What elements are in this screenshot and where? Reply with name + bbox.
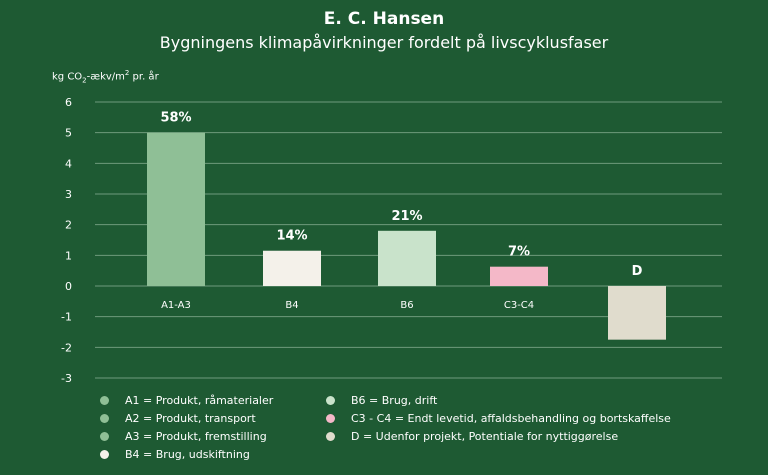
legend-item: D = Udenfor projekt, Potentiale for nytt… bbox=[326, 427, 671, 445]
y-axis-label-sub: 2 bbox=[82, 76, 87, 85]
y-axis-label-sup: 2 bbox=[124, 69, 130, 77]
y-tick-label: -2 bbox=[61, 341, 72, 354]
data-label: 21% bbox=[391, 209, 422, 224]
x-tick-label: B4 bbox=[285, 300, 298, 311]
legend-label: B6 = Brug, drift bbox=[351, 393, 438, 407]
legend-item: B6 = Brug, drift bbox=[326, 391, 671, 409]
legend-swatch bbox=[100, 449, 109, 459]
legend-column: B6 = Brug, drift C3 - C4 = Endt levetid, … bbox=[326, 391, 671, 445]
y-tick-label: -1 bbox=[61, 311, 72, 324]
legend-item: A3 = Produkt, fremstilling bbox=[100, 427, 273, 445]
legend-label: A1 = Produkt, råmaterialer bbox=[125, 393, 274, 407]
legend-item: C3 - C4 = Endt levetid, affaldsbehandlin… bbox=[326, 409, 671, 427]
y-tick-label: 3 bbox=[65, 188, 72, 201]
legend-swatch bbox=[326, 413, 335, 423]
legend-item: A2 = Produkt, transport bbox=[100, 409, 273, 427]
y-tick-label: 0 bbox=[65, 280, 72, 293]
y-axis-label-prefix: kg CO bbox=[52, 71, 83, 83]
bar bbox=[263, 250, 321, 286]
data-label: D bbox=[632, 264, 643, 279]
legend-label: C3 - C4 = Endt levetid, affaldsbehandlin… bbox=[351, 411, 671, 425]
legend-swatch bbox=[326, 431, 335, 441]
y-tick-label: 5 bbox=[65, 127, 72, 140]
chart-subtitle: Bygningens klimapåvirkninger fordelt på … bbox=[159, 33, 609, 52]
data-label: 58% bbox=[160, 111, 191, 126]
bar bbox=[608, 286, 666, 340]
legend-label: D = Udenfor projekt, Potentiale for nytt… bbox=[351, 429, 619, 443]
data-label: 7% bbox=[508, 245, 530, 260]
y-tick-label: -3 bbox=[61, 372, 72, 385]
x-tick-label: A1-A3 bbox=[161, 300, 191, 311]
legend-label: A2 = Produkt, transport bbox=[125, 411, 256, 425]
data-label: 14% bbox=[276, 229, 307, 244]
legend-item: A1 = Produkt, råmaterialer bbox=[100, 391, 273, 409]
y-axis-label: kg CO2-ækv/m2 pr. år bbox=[52, 69, 159, 84]
bar bbox=[490, 266, 548, 286]
chart-title: E. C. Hansen bbox=[323, 9, 445, 29]
y-tick-label: 2 bbox=[65, 219, 72, 232]
bar bbox=[378, 230, 436, 286]
legend-label: B4 = Brug, udskiftning bbox=[125, 447, 250, 461]
legend-swatch bbox=[326, 395, 335, 405]
legend-swatch bbox=[100, 413, 109, 423]
y-axis-label-middle: -ækv/m bbox=[86, 71, 125, 83]
bar bbox=[147, 132, 205, 286]
y-tick-label: 6 bbox=[65, 96, 72, 109]
legend-swatch bbox=[100, 431, 109, 441]
legend-label: A3 = Produkt, fremstilling bbox=[125, 429, 267, 443]
legend-column: A1 = Produkt, råmaterialer A2 = Produkt, … bbox=[100, 391, 273, 463]
y-axis-label-suffix: pr. år bbox=[129, 71, 159, 83]
x-tick-label: B6 bbox=[400, 300, 413, 311]
y-tick-label: 4 bbox=[65, 157, 72, 170]
legend-swatch bbox=[100, 395, 109, 405]
legend-item: B4 = Brug, udskiftning bbox=[100, 445, 273, 463]
y-tick-label: 1 bbox=[65, 249, 72, 262]
x-tick-label: C3-C4 bbox=[504, 300, 534, 311]
